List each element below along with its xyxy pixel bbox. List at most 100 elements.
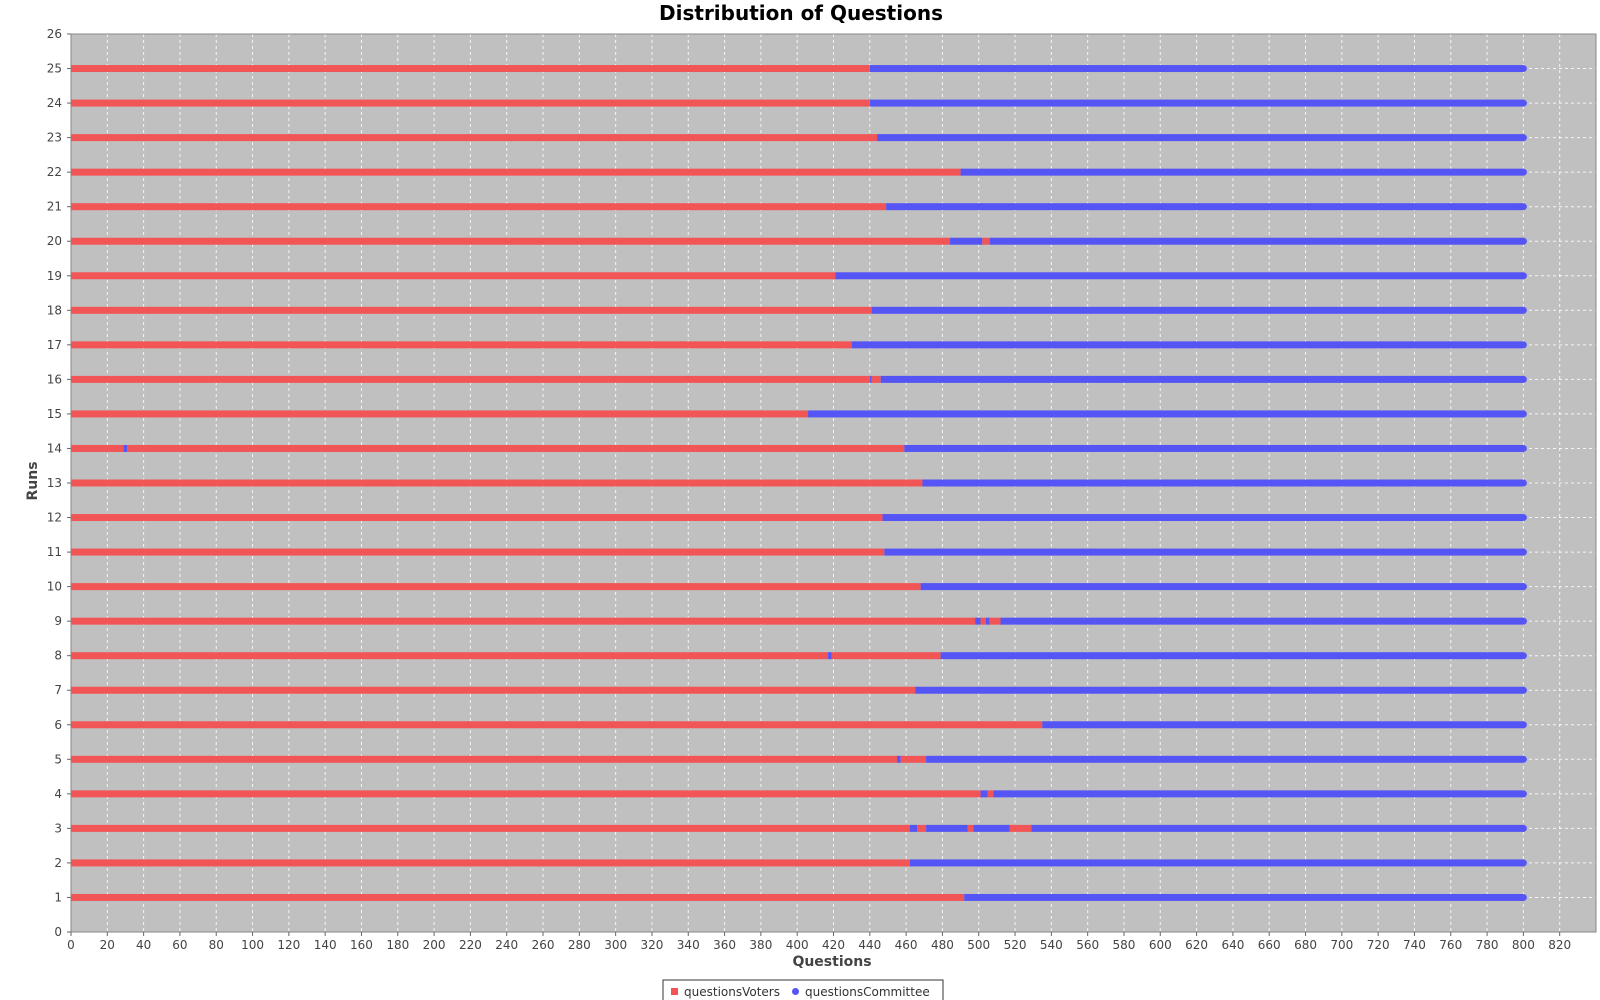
x-tick-label: 340 bbox=[677, 938, 700, 952]
bar-segment-run-14-questionsVoters bbox=[127, 444, 905, 452]
bar-segment-run-7-questionsVoters bbox=[71, 686, 916, 694]
y-tick-label: 2 bbox=[54, 856, 62, 870]
y-axis-title: Runs bbox=[25, 461, 41, 500]
x-tick-label: 660 bbox=[1258, 938, 1281, 952]
bar-end-cap-run-10 bbox=[1519, 583, 1527, 591]
bar-segment-run-18-questionsVoters bbox=[71, 306, 872, 314]
y-tick-label: 9 bbox=[54, 614, 62, 628]
x-tick-label: 520 bbox=[1004, 938, 1027, 952]
bar-segment-run-8-questionsCommittee bbox=[940, 652, 1524, 660]
bar-end-cap-run-6 bbox=[1519, 721, 1527, 729]
x-tick-label: 120 bbox=[277, 938, 300, 952]
bar-end-cap-run-8 bbox=[1519, 652, 1527, 660]
x-tick-label: 500 bbox=[967, 938, 990, 952]
x-tick-label: 820 bbox=[1548, 938, 1571, 952]
y-tick-label: 21 bbox=[47, 200, 62, 214]
bar-segment-run-16-questionsCommittee bbox=[880, 375, 1524, 383]
bar-segment-run-16-questionsVoters bbox=[871, 375, 881, 383]
bar-segment-run-14-questionsCommittee bbox=[123, 444, 128, 452]
bar-segment-run-5-questionsVoters bbox=[71, 755, 898, 763]
y-tick-label: 22 bbox=[47, 165, 62, 179]
bar-end-cap-run-17 bbox=[1519, 341, 1527, 349]
y-tick-label: 13 bbox=[47, 476, 62, 490]
y-tick-label: 15 bbox=[47, 407, 62, 421]
bar-segment-run-23-questionsCommittee bbox=[877, 134, 1524, 142]
y-tick-label: 3 bbox=[54, 821, 62, 835]
bar-segment-run-20-questionsVoters bbox=[71, 237, 950, 245]
legend-swatch-questionsCommittee bbox=[792, 988, 799, 995]
plot-area: 0 20 40 60 80 100 120 140 160 180 200 220 240 260 280 3… bbox=[47, 27, 1597, 952]
bar-end-cap-run-15 bbox=[1519, 410, 1527, 418]
bar-segment-run-9-questionsCommittee bbox=[986, 617, 990, 625]
bar-end-cap-run-23 bbox=[1519, 134, 1527, 142]
bar-segment-run-1-questionsVoters bbox=[71, 893, 965, 901]
bar-segment-run-22-questionsCommittee bbox=[960, 168, 1524, 176]
bar-segment-run-17-questionsVoters bbox=[71, 341, 852, 349]
bar-segment-run-8-questionsVoters bbox=[71, 652, 829, 660]
bar-segment-run-5-questionsCommittee bbox=[926, 755, 1524, 763]
bar-end-cap-run-20 bbox=[1519, 237, 1527, 245]
bar-segment-run-3-questionsCommittee bbox=[909, 824, 918, 832]
x-tick-label: 580 bbox=[1113, 938, 1136, 952]
bar-end-cap-run-9 bbox=[1519, 617, 1527, 625]
bar-end-cap-run-25 bbox=[1519, 65, 1527, 73]
bar-segment-run-10-questionsCommittee bbox=[920, 583, 1524, 591]
bar-segment-run-18-questionsCommittee bbox=[871, 306, 1524, 314]
y-tick-label: 14 bbox=[47, 441, 62, 455]
bar-end-cap-run-7 bbox=[1519, 686, 1527, 694]
bar-segment-run-24-questionsVoters bbox=[71, 99, 870, 107]
bar-segment-run-13-questionsCommittee bbox=[922, 479, 1524, 487]
bar-end-cap-run-18 bbox=[1519, 306, 1527, 314]
bar-segment-run-11-questionsCommittee bbox=[884, 548, 1524, 556]
bar-end-cap-run-4 bbox=[1519, 790, 1527, 798]
legend-box bbox=[662, 979, 944, 1000]
y-tick-label: 6 bbox=[54, 718, 62, 732]
y-tick-label: 10 bbox=[47, 580, 62, 594]
x-tick-label: 140 bbox=[314, 938, 337, 952]
bar-segment-run-8-questionsVoters bbox=[831, 652, 941, 660]
y-tick-label: 17 bbox=[47, 338, 62, 352]
x-tick-label: 420 bbox=[822, 938, 845, 952]
bar-segment-run-23-questionsVoters bbox=[71, 134, 878, 142]
x-tick-label: 800 bbox=[1512, 938, 1535, 952]
bar-segment-run-15-questionsCommittee bbox=[808, 410, 1524, 418]
legend: questionsVoters questionsCommittee bbox=[662, 979, 944, 1000]
bar-segment-run-22-questionsVoters bbox=[71, 168, 961, 176]
bar-segment-run-3-questionsCommittee bbox=[1031, 824, 1524, 832]
legend-label-questionsVoters: questionsVoters bbox=[684, 985, 780, 999]
x-tick-label: 620 bbox=[1185, 938, 1208, 952]
x-tick-label: 220 bbox=[459, 938, 482, 952]
y-tick-label: 0 bbox=[54, 925, 62, 939]
bar-segment-run-8-questionsCommittee bbox=[828, 652, 832, 660]
y-tick-label: 7 bbox=[54, 683, 62, 697]
y-tick-label: 23 bbox=[47, 131, 62, 145]
bar-end-cap-run-12 bbox=[1519, 514, 1527, 522]
x-tick-label: 160 bbox=[350, 938, 373, 952]
x-tick-label: 540 bbox=[1040, 938, 1063, 952]
bar-segment-run-16-questionsVoters bbox=[71, 375, 870, 383]
bar-end-cap-run-14 bbox=[1519, 444, 1527, 452]
x-tick-label: 100 bbox=[241, 938, 264, 952]
bar-segment-run-10-questionsVoters bbox=[71, 583, 921, 591]
bar-end-cap-run-21 bbox=[1519, 203, 1527, 211]
bar-segment-run-1-questionsCommittee bbox=[964, 893, 1524, 901]
bar-segment-run-20-questionsVoters bbox=[982, 237, 990, 245]
bar-segment-run-20-questionsCommittee bbox=[989, 237, 1524, 245]
x-tick-label: 0 bbox=[67, 938, 75, 952]
bar-segment-run-3-questionsCommittee bbox=[926, 824, 968, 832]
bar-end-cap-run-22 bbox=[1519, 168, 1527, 176]
bar-segment-run-9-questionsVoters bbox=[989, 617, 1001, 625]
bar-segment-run-4-questionsVoters bbox=[987, 790, 994, 798]
bar-segment-run-13-questionsVoters bbox=[71, 479, 923, 487]
x-tick-label: 300 bbox=[604, 938, 627, 952]
x-tick-label: 600 bbox=[1149, 938, 1172, 952]
bar-segment-run-9-questionsVoters bbox=[71, 617, 976, 625]
bar-segment-run-7-questionsCommittee bbox=[915, 686, 1524, 694]
x-tick-label: 20 bbox=[100, 938, 115, 952]
x-tick-label: 260 bbox=[532, 938, 555, 952]
bar-segment-run-5-questionsCommittee bbox=[897, 755, 901, 763]
bar-segment-run-25-questionsCommittee bbox=[869, 65, 1524, 73]
y-tick-label: 1 bbox=[54, 890, 62, 904]
bar-segment-run-17-questionsCommittee bbox=[851, 341, 1524, 349]
